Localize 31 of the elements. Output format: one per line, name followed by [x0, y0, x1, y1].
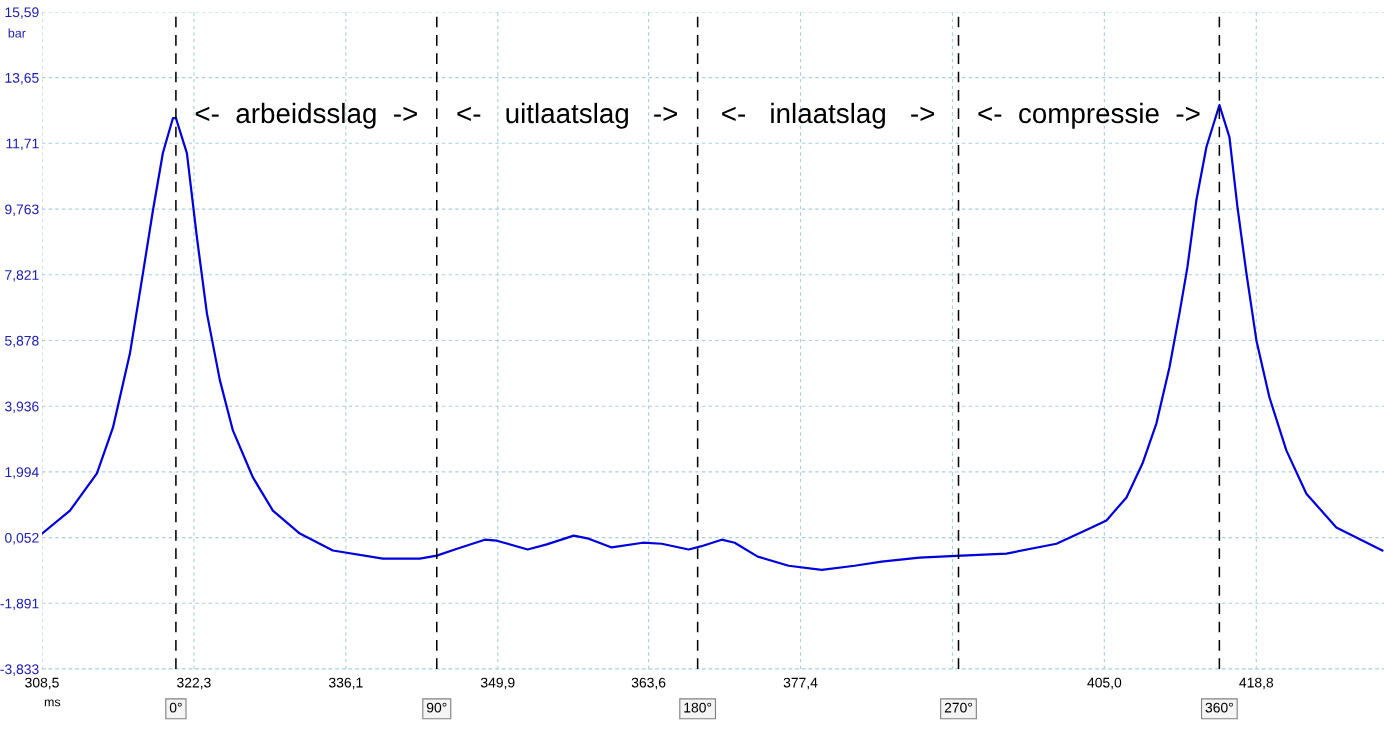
x2-tick-label: 360°: [1205, 702, 1233, 713]
x2-tick-label: 270°: [944, 702, 973, 713]
x-tick-label: 418,8: [1239, 677, 1274, 690]
y-tick-label: 13,65: [5, 72, 39, 85]
annotation: <- compressie ->: [978, 102, 1200, 129]
y-tick-label: 0,052: [5, 532, 39, 545]
x2-tick-label: 90°: [426, 702, 447, 713]
x-tick-label: 363,6: [631, 677, 666, 690]
y-tick-label: 5,878: [5, 335, 39, 348]
line-series: [42, 103, 1384, 571]
y-tick-label: 1,994: [5, 467, 39, 479]
x-tick-label: 405,0: [1087, 677, 1122, 690]
x-tick-label: 308,5: [25, 677, 59, 690]
x-tick-label: 349,9: [480, 677, 515, 690]
x-tick-label: 377,4: [783, 677, 818, 690]
y-tick-label: 15,59: [5, 7, 39, 19]
annotation: <- arbeidsslag ->: [195, 102, 417, 129]
y-tick-label: -3,833: [0, 664, 39, 676]
x2-tick-label: 180°: [684, 702, 712, 713]
x-tick-label: 322,3: [177, 677, 211, 690]
y-tick-label: -1,891: [0, 598, 39, 611]
x-axis-title: ms: [44, 699, 61, 707]
y-axis-title: bar: [8, 28, 26, 38]
annotation: <- inlaatslag ->: [722, 102, 935, 129]
y-tick-label: 3,936: [5, 401, 39, 414]
y-tick-label: 7,821: [5, 270, 39, 282]
y-tick-label: 9,763: [5, 204, 39, 216]
x-tick-label: 336,1: [329, 677, 363, 690]
y-tick-label: 11,71: [6, 138, 39, 151]
x2-tick-label: 0°: [169, 702, 182, 713]
annotation: <- uitlaatslag ->: [457, 102, 678, 129]
